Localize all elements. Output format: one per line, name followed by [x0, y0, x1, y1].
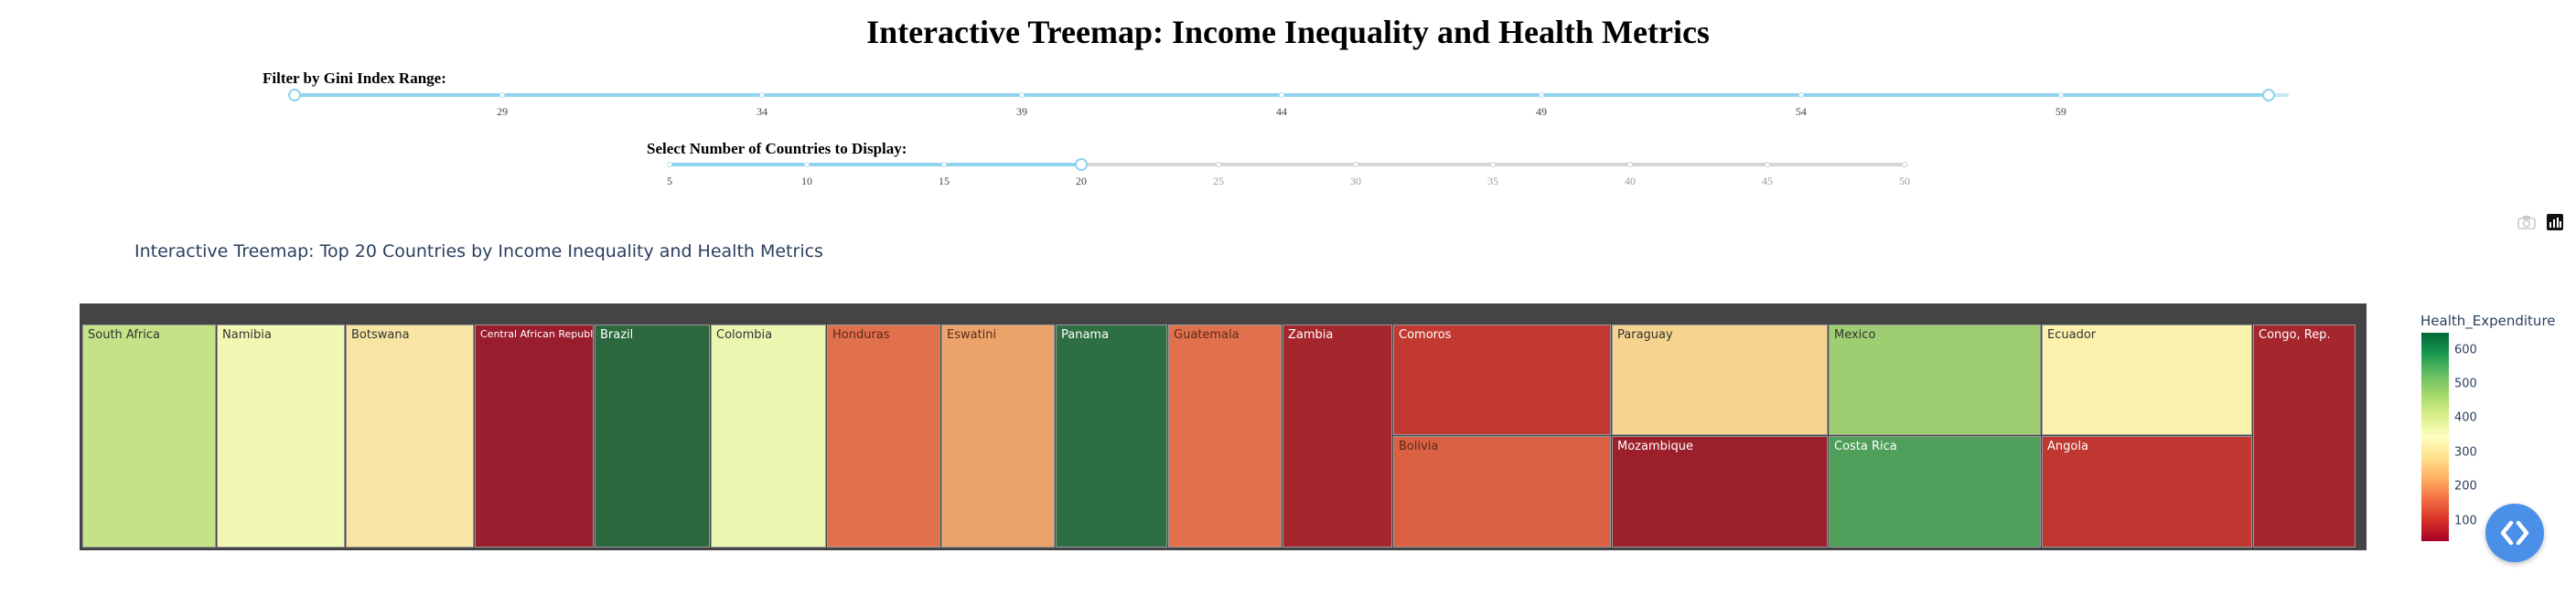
colorbar-tick-label: 400 [2454, 410, 2477, 425]
treemap-tile-label: Mozambique [1617, 440, 1693, 453]
count-slider-fill[interactable] [670, 163, 1081, 166]
page-title: Interactive Treemap: Income Inequality a… [866, 14, 1710, 50]
count-tick-label: 20 [1076, 175, 1087, 187]
treemap-tile[interactable]: Central African Republic [475, 325, 594, 548]
treemap-tile-label: Colombia [716, 328, 773, 342]
treemap-tile-label: Guatemala [1174, 328, 1240, 342]
treemap-tile-label: South Africa [88, 328, 160, 342]
gini-max-handle[interactable] [2262, 89, 2275, 101]
gini-tick-mark[interactable] [1019, 92, 1025, 98]
treemap: South Africa Namibia Botswana Central Afric… [80, 303, 2367, 550]
treemap-tile-label: Panama [1061, 328, 1110, 342]
count-tick-label: 50 [1899, 175, 1910, 187]
treemap-tile[interactable]: Congo, Rep. [2253, 325, 2356, 548]
gini-tick-label: 34 [757, 105, 768, 118]
camera-icon[interactable] [2517, 215, 2536, 229]
treemap-tile-label: Angola [2047, 440, 2088, 453]
count-tick-label: 25 [1213, 175, 1224, 187]
gini-slider-label: Filter by Gini Index Range: [263, 69, 446, 87]
treemap-tile[interactable]: Namibia [217, 325, 345, 548]
treemap-tile[interactable]: Botswana [346, 325, 474, 548]
colorbar-tick-label: 200 [2454, 479, 2477, 494]
treemap-tile[interactable]: Bolivia [1393, 436, 1611, 548]
gini-tick-mark[interactable] [1798, 92, 1804, 98]
treemap-tile[interactable]: Costa Rica [1829, 436, 2041, 548]
count-tick-mark[interactable] [1627, 162, 1633, 167]
count-tick-mark[interactable] [1490, 162, 1496, 167]
treemap-tile[interactable]: Guatemala [1168, 325, 1282, 548]
gini-tick-mark[interactable] [499, 92, 506, 98]
count-tick-mark[interactable] [1216, 162, 1221, 167]
treemap-tile-label: Botswana [351, 328, 410, 342]
count-tick-mark[interactable] [1765, 162, 1770, 167]
gini-tick-label: 54 [1795, 105, 1807, 118]
treemap-tile[interactable]: Zambia [1283, 325, 1392, 548]
count-slider-handle[interactable] [1075, 158, 1088, 171]
gini-tick-label: 49 [1535, 105, 1547, 118]
count-tick-label: 45 [1762, 175, 1773, 187]
treemap-root-header[interactable] [80, 303, 2367, 324]
treemap-tile[interactable]: Mozambique [1612, 436, 1828, 548]
colorbar-tick-label: 500 [2454, 377, 2477, 391]
treemap-tile-label: Costa Rica [1834, 440, 1897, 453]
count-tick-label: 5 [667, 175, 672, 187]
code-icon [2500, 520, 2529, 546]
treemap-tile-label: Ecuador [2047, 328, 2097, 342]
colorbar-tick-label: 300 [2454, 445, 2477, 460]
treemap-tile-label: Brazil [600, 328, 634, 342]
count-tick-mark[interactable] [1353, 162, 1358, 167]
treemap-tile[interactable]: Comoros [1393, 325, 1611, 435]
treemap-tile-label: Zambia [1288, 328, 1334, 342]
gini-tick-mark[interactable] [1538, 92, 1544, 98]
colorbar-title: Health_Expenditure [2420, 313, 2556, 329]
treemap-tile-label: Namibia [222, 328, 272, 342]
count-tick-label: 35 [1487, 175, 1498, 187]
count-tick-mark[interactable] [1902, 162, 1907, 167]
treemap-tile[interactable]: Eswatini [941, 325, 1055, 548]
count-tick-label: 30 [1350, 175, 1361, 187]
treemap-tile[interactable]: South Africa [82, 325, 216, 548]
treemap-tile-label: Honduras [832, 328, 890, 342]
count-tick-label: 15 [939, 175, 950, 187]
treemap-tile-label: Paraguay [1617, 328, 1673, 342]
treemap-tile[interactable]: Angola [2042, 436, 2252, 548]
colorbar-tick-label: 600 [2454, 343, 2477, 357]
treemap-tile-label: Comoros [1399, 328, 1452, 342]
treemap-tile[interactable]: Brazil [595, 325, 710, 548]
count-tick-mark[interactable] [804, 162, 810, 167]
treemap-tile-label: Central African Republic [480, 328, 594, 340]
colorbar-tick-label: 100 [2454, 514, 2477, 528]
count-tick-label: 40 [1625, 175, 1636, 187]
code-toggle-button[interactable] [2485, 504, 2544, 562]
treemap-tile[interactable]: Honduras [827, 325, 940, 548]
treemap-tile-label: Bolivia [1399, 440, 1439, 453]
count-tick-mark[interactable] [941, 162, 947, 167]
count-slider-label: Select Number of Countries to Display: [647, 140, 907, 157]
treemap-tile[interactable]: Colombia [711, 325, 826, 548]
treemap-tile[interactable]: Panama [1056, 325, 1167, 548]
gini-tick-mark[interactable] [1279, 92, 1284, 98]
gini-tick-label: 39 [1016, 105, 1028, 118]
treemap-tile[interactable]: Ecuador [2042, 325, 2252, 435]
treemap-tile[interactable]: Mexico [1829, 325, 2041, 435]
gini-tick-label: 59 [2055, 105, 2066, 118]
treemap-tile[interactable]: Paraguay [1612, 325, 1828, 435]
colorbar [2421, 333, 2449, 541]
gini-tick-mark[interactable] [759, 92, 766, 98]
gini-tick-label: 44 [1276, 105, 1287, 118]
gini-tick-mark[interactable] [2057, 92, 2064, 98]
count-tick-mark[interactable] [667, 162, 672, 167]
chart-title: Interactive Treemap: Top 20 Countries by… [134, 241, 823, 261]
treemap-tile-label: Congo, Rep. [2259, 328, 2331, 342]
treemap-tile-label: Eswatini [947, 328, 997, 342]
gini-min-handle[interactable] [288, 89, 301, 101]
count-slider-rail[interactable] [670, 163, 1905, 166]
gini-tick-label: 29 [497, 105, 509, 118]
plotly-logo-icon[interactable] [2547, 214, 2563, 230]
treemap-tile-label: Mexico [1834, 328, 1876, 342]
count-tick-label: 10 [801, 175, 812, 187]
